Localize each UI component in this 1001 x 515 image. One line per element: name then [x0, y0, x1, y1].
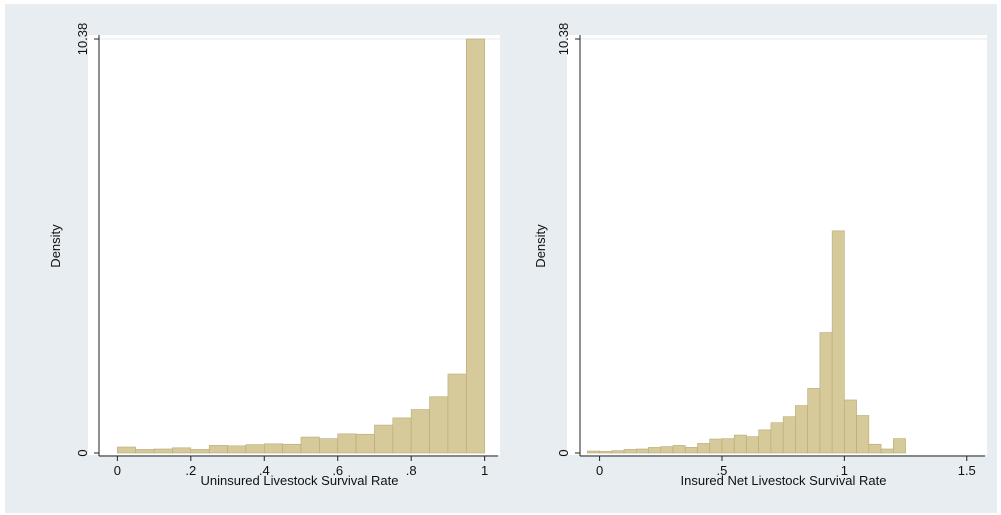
y-tick-label: 10.38: [556, 23, 571, 56]
x-tick-label: 0: [596, 463, 603, 478]
histogram-bar: [709, 438, 723, 454]
histogram-bar: [208, 445, 228, 454]
x-tick-label: 1: [841, 463, 848, 478]
histogram-bar: [153, 448, 173, 454]
histogram-bar: [770, 422, 784, 454]
histogram-bar: [893, 438, 906, 454]
x-axis-title: Insured Net Livestock Survival Rate: [681, 473, 887, 488]
histogram-bar: [635, 448, 649, 454]
histogram-bar: [795, 405, 808, 454]
histogram-bar: [807, 388, 821, 454]
histogram-bar: [819, 332, 833, 454]
histogram-bar: [611, 450, 625, 454]
histogram-bar: [599, 451, 613, 454]
histogram-bar: [172, 447, 192, 454]
x-tick-label: 1: [481, 463, 488, 478]
histogram-bar: [410, 409, 430, 454]
plot-area: [567, 35, 987, 455]
x-tick-label: .8: [406, 463, 417, 478]
histogram-bar: [623, 449, 637, 454]
histogram-bar: [782, 416, 796, 454]
histogram-bar: [697, 443, 711, 454]
x-tick-label: .4: [259, 463, 270, 478]
x-tick-label: .2: [185, 463, 196, 478]
histogram-bar: [190, 449, 210, 454]
histogram-bar: [868, 443, 882, 454]
y-axis-title: Density: [48, 224, 63, 268]
histogram-bar: [392, 417, 412, 454]
plot-area: [88, 35, 500, 455]
histogram-bar: [447, 373, 467, 454]
histogram-bar: [856, 415, 870, 454]
y-tick-label: 0: [75, 449, 90, 456]
histogram-bar: [135, 449, 155, 454]
histogram-bar: [672, 445, 686, 454]
histogram-bar: [245, 444, 265, 454]
histogram-bar: [337, 433, 357, 454]
x-tick-label: .6: [332, 463, 343, 478]
histogram-bar: [831, 230, 845, 454]
histogram-bar: [648, 447, 662, 454]
histogram-bar: [263, 443, 283, 454]
histogram-bar: [733, 434, 747, 454]
histogram-bar: [355, 433, 375, 454]
histogram-bar: [429, 396, 449, 454]
histogram-bar: [319, 438, 339, 454]
histogram-bar: [758, 429, 772, 454]
histogram-bar: [880, 448, 894, 454]
x-tick-label: 0: [114, 463, 121, 478]
chart-panel-1: 0 10.38 0 .2 .4 .6 .8 1 Density Uninsured Livesto…: [48, 23, 500, 488]
histogram-bar: [374, 424, 394, 454]
x-tick-label: .5: [717, 463, 728, 478]
histogram-bar: [587, 450, 600, 454]
histogram-bar: [300, 436, 320, 454]
x-axis-title: Uninsured Livestock Survival Rate: [201, 473, 399, 488]
x-tick-label: 1.5: [958, 463, 976, 478]
y-tick-label: 10.38: [75, 23, 90, 56]
chart-panel-2: 0 10.38 0 .5 1 1.5 Density Insured Net Livestoc…: [533, 23, 987, 488]
histogram-bar: [282, 443, 302, 454]
histogram-bar: [746, 436, 759, 454]
histogram-bar: [227, 445, 247, 454]
histogram-bar: [844, 399, 857, 454]
histogram-bar: [721, 438, 735, 454]
histogram-bar: [117, 446, 137, 454]
histogram-bar: [684, 447, 698, 454]
y-axis-title: Density: [533, 224, 548, 268]
histogram-bar: [465, 38, 485, 454]
histogram-bar: [660, 446, 674, 454]
y-tick-label: 0: [556, 449, 571, 456]
